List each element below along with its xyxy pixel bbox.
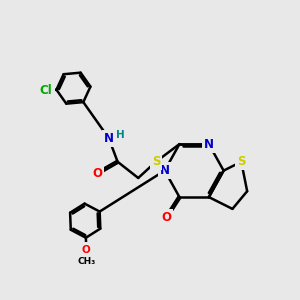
Text: CH₃: CH₃ [78,257,96,266]
Text: N: N [160,164,170,177]
Text: N: N [204,138,214,151]
Text: S: S [237,155,245,168]
Text: N: N [104,132,114,145]
Text: O: O [92,167,102,180]
Text: Cl: Cl [40,84,52,97]
Text: H: H [116,130,124,140]
Text: O: O [161,211,171,224]
Text: S: S [152,155,160,168]
Text: O: O [82,244,91,254]
